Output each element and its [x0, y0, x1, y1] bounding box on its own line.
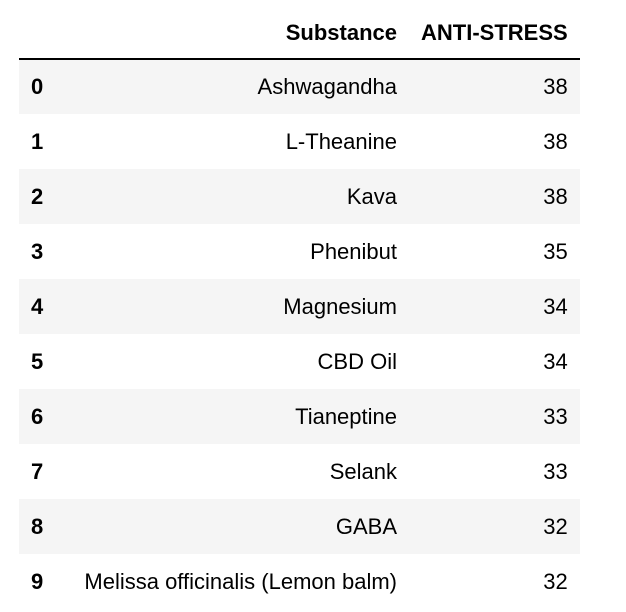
anti-stress-cell: 34: [543, 348, 568, 374]
table-row: 5 CBD Oil 34: [19, 334, 580, 389]
anti-stress-cell: 38: [543, 183, 568, 209]
table-row: 7 Selank 33: [19, 444, 580, 499]
row-index: 9: [31, 568, 44, 594]
anti-stress-cell: 34: [543, 293, 568, 319]
table-row: 8 GABA 32: [19, 499, 580, 554]
row-index: 0: [31, 74, 44, 99]
anti-stress-cell: 38: [543, 74, 568, 99]
table-body: 0 Ashwagandha 38 1 L-Theanine 38 2 Kava …: [19, 59, 580, 609]
table-row: 6 Tianeptine 33: [19, 389, 580, 444]
row-index: 4: [31, 293, 44, 319]
substance-cell: GABA: [335, 513, 397, 539]
table-row: 9 Melissa officinalis (Lemon balm) 32: [19, 554, 580, 609]
substance-cell: Ashwagandha: [257, 74, 397, 99]
table-header: Substance ANTI-STRESS: [19, 8, 580, 60]
row-index: 6: [31, 403, 44, 429]
header-row: Substance ANTI-STRESS: [19, 8, 580, 60]
table-row: 1 L-Theanine 38: [19, 114, 580, 169]
substance-cell: Kava: [346, 183, 397, 209]
row-index: 8: [31, 513, 44, 539]
substance-cell: Phenibut: [310, 238, 397, 264]
substance-column-header: Substance: [67, 8, 409, 60]
row-index: 1: [31, 128, 44, 154]
substance-cell: L-Theanine: [285, 128, 397, 154]
substance-cell: Melissa officinalis (Lemon balm): [84, 568, 397, 594]
index-column-header: [19, 8, 67, 60]
table-row: 2 Kava 38: [19, 169, 580, 224]
anti-stress-cell: 33: [543, 403, 568, 429]
row-index: 3: [31, 238, 44, 264]
anti-stress-cell: 33: [543, 458, 568, 484]
anti-stress-cell: 35: [543, 238, 568, 264]
substance-cell: Tianeptine: [295, 403, 397, 429]
row-index: 2: [31, 183, 44, 209]
anti-stress-column-header: ANTI-STRESS: [409, 8, 580, 60]
row-index: 5: [31, 348, 44, 374]
anti-stress-cell: 32: [543, 513, 568, 539]
anti-stress-cell: 32: [543, 568, 568, 594]
substance-cell: CBD Oil: [317, 348, 397, 374]
table-row: 0 Ashwagandha 38: [19, 59, 580, 114]
substance-cell: Magnesium: [283, 293, 397, 319]
substance-cell: Selank: [329, 458, 397, 484]
table-row: 3 Phenibut 35: [19, 224, 580, 279]
row-index: 7: [31, 458, 44, 484]
dataframe-table: Substance ANTI-STRESS 0 Ashwagandha 38 1…: [19, 8, 580, 609]
table-row: 4 Magnesium 34: [19, 279, 580, 334]
anti-stress-cell: 38: [543, 128, 568, 154]
